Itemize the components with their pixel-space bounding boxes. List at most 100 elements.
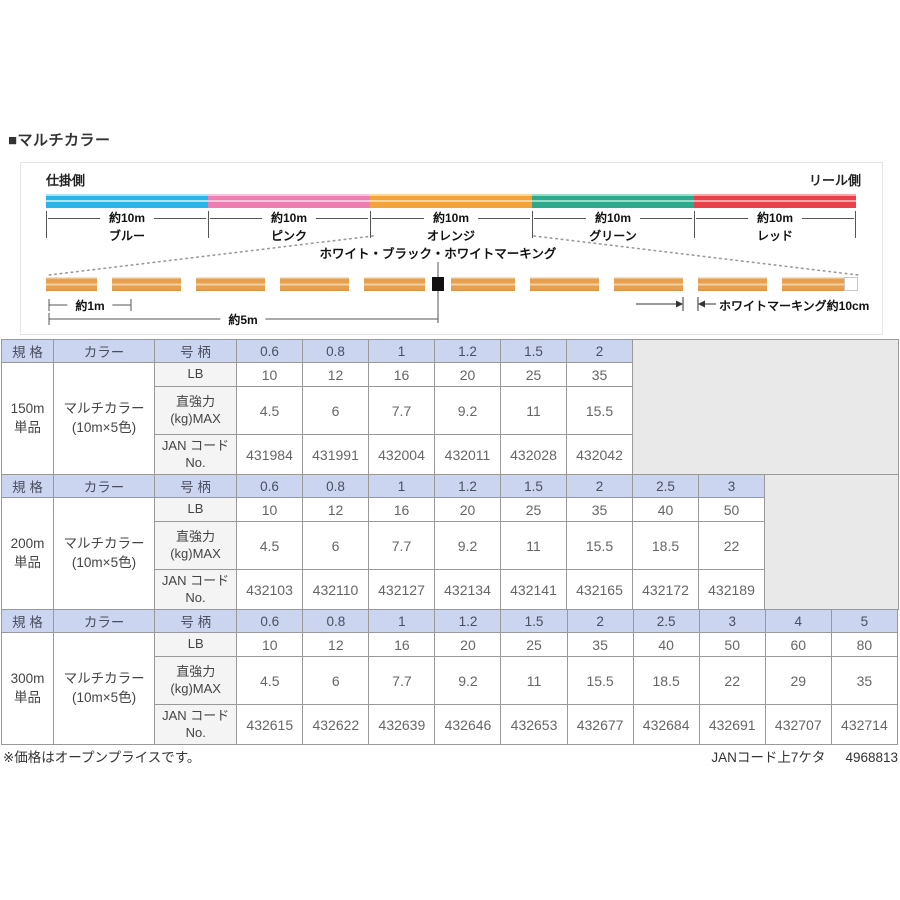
size-header-cell: 号 柄	[154, 339, 237, 363]
lb-value: 40	[632, 632, 700, 657]
size-value: 0.6	[236, 339, 303, 363]
lb-label-cell: LB	[154, 632, 238, 657]
spec-table-300m: 規 格カラー号 柄 0.6 0.8 1 1.2 1.5 2 2.5 3 4 5 300m 単品 マルチカ…	[0, 609, 899, 745]
jan-value: 432653	[500, 704, 568, 745]
segment-dimension-green: 約10m グリーン	[532, 210, 694, 248]
dimension-tick	[46, 211, 47, 238]
spec-cell: 200m 単品	[1, 497, 54, 610]
spec-tables: 規 格カラー号 柄 0.6 0.8 1 1.2 1.5 2 150m 単品 マルチカラー (10…	[0, 339, 899, 745]
section-title: ■マルチカラー	[8, 132, 111, 149]
segment-dimension-blue: 約10m ブルー	[46, 210, 208, 248]
strength-value: 9.2	[434, 656, 502, 705]
spec-header-cell: 規 格	[1, 339, 54, 363]
jan-value: 432028	[500, 434, 567, 475]
lb-value: 60	[764, 632, 832, 657]
white-marking	[444, 277, 451, 291]
strength-value: 11	[500, 656, 568, 705]
size-header-cell: 号 柄	[154, 609, 238, 633]
jan-value: 432639	[368, 704, 436, 745]
lb-value: 20	[434, 497, 501, 522]
lb-value: 12	[302, 632, 370, 657]
lb-value: 25	[500, 362, 567, 387]
dimension-tick	[694, 211, 695, 238]
dimension-tick	[532, 211, 533, 238]
color-header-cell: カラー	[53, 339, 155, 363]
strength-value: 11	[500, 521, 567, 570]
size-value: 0.6	[236, 609, 304, 633]
segment-dimension-red: 約10m レッド	[694, 210, 856, 248]
jan-value: 432110	[302, 569, 369, 610]
strength-value: 35	[830, 656, 899, 705]
white-marking	[425, 277, 432, 291]
jan-value: 432189	[698, 569, 765, 610]
white-marking	[349, 277, 364, 291]
lb-value: 20	[434, 632, 502, 657]
jan-value: 432677	[566, 704, 634, 745]
segment-color-name: ピンク	[270, 229, 307, 243]
strength-label-cell: 直強力 (kg)MAX	[154, 386, 237, 435]
strength-value: 6	[302, 656, 370, 705]
size-value: 1	[368, 339, 435, 363]
lb-value: 80	[830, 632, 899, 657]
spec-header-cell: 規 格	[1, 474, 54, 498]
rig-side-label: 仕掛側	[46, 173, 86, 188]
lb-value: 25	[500, 632, 568, 657]
jan-label-cell: JAN コード No.	[154, 569, 237, 610]
strength-value: 4.5	[236, 386, 303, 435]
strength-value: 22	[698, 521, 765, 570]
color-segment-green	[532, 194, 694, 208]
lb-value: 35	[566, 362, 633, 387]
size-value: 3	[698, 474, 765, 498]
lb-label-cell: LB	[154, 497, 237, 522]
white-marking	[683, 277, 698, 291]
jan-prefix-value: 4968813	[845, 750, 898, 765]
dimension-tick	[208, 211, 209, 238]
strength-label-cell: 直強力 (kg)MAX	[154, 656, 238, 705]
jan-prefix-label: JANコード上7ケタ	[711, 750, 826, 765]
size-value: 2	[566, 339, 633, 363]
segment-length-label: 約10m	[747, 211, 803, 225]
white-marking	[767, 277, 782, 291]
size-value: 4	[764, 609, 832, 633]
strength-value: 15.5	[566, 386, 633, 435]
jan-value: 432011	[434, 434, 501, 475]
jan-value: 432004	[368, 434, 435, 475]
lb-value: 12	[302, 497, 369, 522]
strength-value: 11	[500, 386, 567, 435]
size-value: 1	[368, 609, 436, 633]
spec-cell: 150m 単品	[1, 362, 54, 475]
lb-value: 40	[632, 497, 699, 522]
lb-value: 16	[368, 632, 436, 657]
jan-label-cell: JAN コード No.	[154, 434, 237, 475]
segment-length-label: 約10m	[423, 211, 479, 225]
spec-header-cell: 規 格	[0, 609, 55, 633]
spec-table-200m: 規 格カラー号 柄 0.6 0.8 1 1.2 1.5 2 2.5 3 200m 単品 マルチカラー…	[1, 474, 899, 610]
jan-value: 432103	[236, 569, 303, 610]
lb-value: 10	[236, 362, 303, 387]
spec-cell: 300m 単品	[0, 632, 55, 745]
size-value: 1.5	[500, 474, 567, 498]
diagram-panel: 仕掛側 リール側 約10m ブルー 約10m ピンク 約10m オレンジ 約10m グリーン約…	[20, 162, 883, 335]
size-value: 0.6	[236, 474, 303, 498]
size-value: 0.8	[302, 339, 369, 363]
size-value: 2	[566, 474, 633, 498]
size-value: 2	[566, 609, 634, 633]
size-value: 0.8	[302, 609, 370, 633]
size-value: 1.5	[500, 339, 567, 363]
strength-value: 4.5	[236, 521, 303, 570]
color-cell: マルチカラー (10m×5色)	[53, 632, 156, 745]
filler-cell	[764, 474, 899, 610]
strength-value: 29	[764, 656, 832, 705]
strength-value: 15.5	[566, 521, 633, 570]
jan-value: 432134	[434, 569, 501, 610]
jan-value: 432141	[500, 569, 567, 610]
segment-color-name: オレンジ	[426, 229, 475, 243]
lb-value: 25	[500, 497, 567, 522]
size-value: 0.8	[302, 474, 369, 498]
white-marking	[599, 277, 614, 291]
strength-value: 15.5	[566, 656, 634, 705]
segment-color-name: レッド	[756, 229, 793, 243]
strength-value: 6	[302, 386, 369, 435]
color-header-cell: カラー	[53, 474, 155, 498]
